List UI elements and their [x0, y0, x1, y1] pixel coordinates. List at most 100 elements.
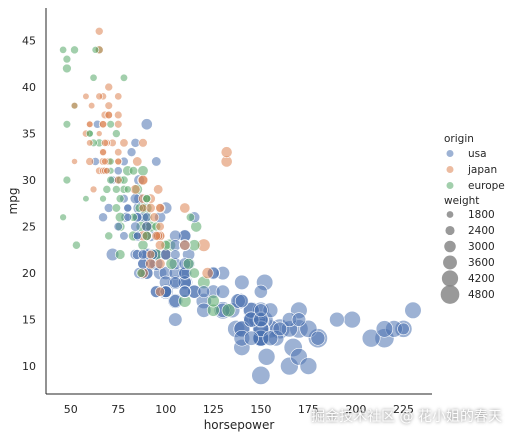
data-point-japan — [114, 92, 123, 101]
data-point-japan — [100, 138, 109, 147]
x-tick-label: 225 — [393, 403, 414, 416]
data-point-usa — [299, 357, 318, 375]
data-point-europe — [112, 129, 121, 138]
data-point-japan — [114, 148, 123, 157]
data-point-usa — [169, 276, 182, 289]
x-tick-label: 200 — [345, 403, 366, 416]
data-point-usa — [170, 249, 181, 260]
legend-marker-japan — [446, 166, 454, 173]
legend-size-title: weight — [444, 195, 479, 207]
data-point-japan — [95, 92, 104, 101]
data-point-japan — [138, 203, 148, 213]
data-point-usa — [197, 285, 211, 299]
data-point-usa — [119, 231, 129, 241]
data-point-japan — [155, 221, 165, 232]
data-point-usa — [151, 156, 162, 167]
data-point-usa — [253, 303, 268, 318]
data-point-europe — [188, 267, 200, 279]
data-point-europe — [165, 257, 178, 270]
legend-marker-usa — [446, 150, 454, 157]
data-point-japan — [137, 174, 149, 186]
legend-size-label: 4800 — [468, 289, 495, 301]
data-point-usa — [141, 221, 153, 232]
data-point-usa — [178, 285, 191, 298]
data-point-europe — [70, 45, 79, 55]
data-point-europe — [115, 194, 125, 204]
data-point-japan — [201, 267, 214, 279]
y-tick-label: 10 — [22, 360, 36, 373]
data-point-japan — [138, 138, 148, 148]
data-point-usa — [361, 328, 381, 348]
data-point-europe — [102, 185, 112, 194]
data-point-usa — [397, 322, 410, 336]
data-point-usa — [257, 347, 276, 366]
data-point-europe — [136, 268, 146, 278]
data-point-japan — [113, 175, 123, 185]
data-point-usa — [140, 118, 153, 131]
data-point-japan — [119, 138, 129, 148]
data-point-europe — [106, 120, 115, 129]
data-point-europe — [62, 54, 72, 64]
data-point-usa — [98, 212, 108, 223]
legend-size-label: 3600 — [468, 257, 495, 269]
data-point-japan — [70, 101, 79, 110]
data-point-europe — [206, 294, 220, 308]
data-point-europe — [72, 240, 81, 250]
data-point-japan — [145, 258, 157, 270]
legend-size-label: 2400 — [468, 225, 495, 237]
y-tick-label: 35 — [22, 128, 36, 141]
data-point-usa — [234, 274, 250, 290]
legend-size-marker — [445, 225, 455, 236]
data-point-japan — [132, 156, 143, 167]
x-axis-title: horsepower — [204, 418, 275, 432]
y-axis-title: mpg — [6, 188, 20, 215]
data-point-usa — [262, 330, 279, 347]
data-point-japan — [99, 120, 108, 129]
data-point-usa — [113, 166, 123, 176]
data-point-japan — [155, 203, 165, 213]
data-point-japan — [104, 101, 113, 110]
data-point-japan — [153, 184, 164, 195]
data-point-japan — [94, 26, 104, 36]
data-point-japan — [114, 120, 123, 129]
data-point-usa — [130, 221, 141, 232]
data-point-europe — [89, 73, 98, 82]
data-point-japan — [89, 185, 98, 194]
legend-size-label: 1800 — [468, 209, 495, 221]
legend-size-marker — [444, 240, 456, 253]
legend-hue-title: origin — [444, 133, 474, 145]
data-point-usa — [375, 320, 394, 338]
data-point-europe — [137, 165, 149, 177]
x-ticks: 50 75 100 125 150 175 200 225 — [64, 403, 414, 416]
data-point-europe — [82, 195, 90, 203]
data-point-usa — [253, 284, 268, 299]
data-point-usa — [132, 231, 142, 241]
data-point-japan — [103, 167, 111, 175]
data-point-europe — [59, 213, 67, 222]
legend-size-label: 3000 — [468, 241, 495, 253]
legend-size-marker — [441, 270, 459, 287]
data-point-europe — [59, 45, 68, 54]
data-point-usa — [168, 312, 183, 327]
data-point-europe — [128, 166, 139, 176]
data-point-europe — [106, 175, 115, 185]
x-tick-label: 50 — [64, 403, 78, 416]
data-point-europe — [62, 63, 72, 74]
data-point-europe — [62, 120, 72, 129]
x-tick-label: 100 — [155, 403, 176, 416]
data-point-europe — [185, 212, 196, 222]
data-point-usa — [272, 321, 288, 337]
data-point-japan — [130, 184, 141, 195]
data-point-japan — [145, 249, 156, 260]
legend-label-usa: usa — [468, 148, 487, 160]
y-tick-label: 45 — [22, 35, 36, 48]
legend-size-label: 4200 — [468, 273, 495, 285]
data-point-japan — [95, 130, 103, 137]
data-point-europe — [99, 194, 107, 203]
data-point-europe — [141, 230, 152, 241]
data-point-usa — [310, 330, 326, 346]
data-point-japan — [220, 146, 233, 159]
y-tick-label: 30 — [22, 174, 36, 187]
data-point-japan — [104, 110, 113, 120]
